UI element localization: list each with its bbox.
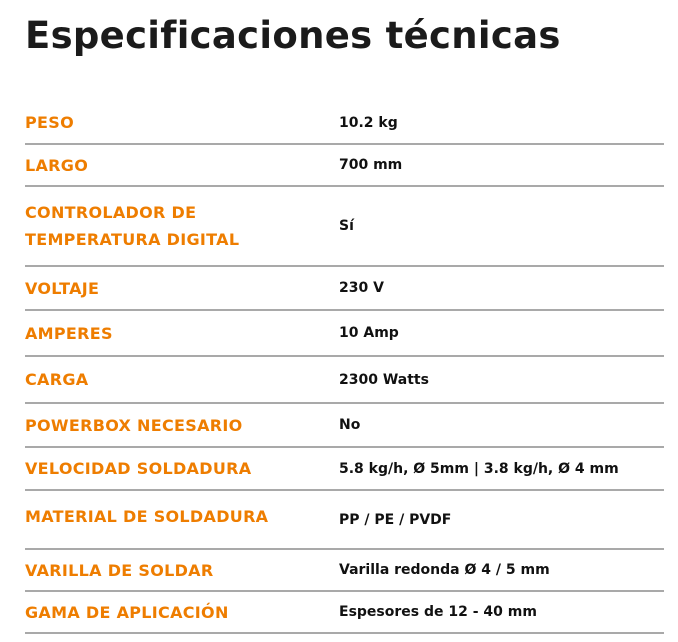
page-title: Especificaciones técnicas bbox=[25, 14, 561, 57]
spec-value: 10.2 kg bbox=[339, 114, 398, 131]
spec-row: GAMA DE APLICACIÓN Espesores de 12 - 40 m… bbox=[25, 592, 664, 634]
spec-value: 700 mm bbox=[339, 157, 403, 173]
spec-label: GAMA DE APLICACIÓN bbox=[25, 602, 229, 622]
spec-row: AMPERES 10 Amp bbox=[25, 311, 664, 357]
spec-label: VELOCIDAD SOLDADURA bbox=[25, 459, 252, 478]
spec-value: 5.8 kg/h, Ø 5mm | 3.8 kg/h, Ø 4 mm bbox=[339, 460, 619, 477]
spec-row: LARGO 700 mm bbox=[25, 145, 664, 187]
spec-value: PP / PE / PVDF bbox=[339, 511, 452, 528]
spec-row: PESO 10.2 kg bbox=[25, 102, 664, 145]
spec-row: VELOCIDAD SOLDADURA 5.8 kg/h, Ø 5mm | 3.8… bbox=[25, 448, 664, 491]
spec-value: 2300 Watts bbox=[339, 371, 429, 388]
spec-row: POWERBOX NECESARIO No bbox=[25, 404, 664, 448]
spec-label: CONTROLADOR DE TEMPERATURA DIGITAL bbox=[25, 203, 240, 249]
spec-row: VOLTAJE 230 V bbox=[25, 267, 664, 311]
spec-label: MATERIAL DE SOLDADURA bbox=[25, 507, 269, 526]
spec-row: MATERIAL DE SOLDADURA PP / PE / PVDF bbox=[25, 491, 664, 550]
spec-row: VARILLA DE SOLDAR Varilla redonda Ø 4 / 5… bbox=[25, 550, 664, 592]
spec-value: Espesores de 12 - 40 mm bbox=[339, 604, 537, 620]
spec-row: CARGA 2300 Watts bbox=[25, 357, 664, 404]
spec-label: POWERBOX NECESARIO bbox=[25, 415, 243, 435]
spec-label: AMPERES bbox=[25, 323, 113, 343]
spec-label: PESO bbox=[25, 113, 74, 132]
spec-row: CONTROLADOR DE TEMPERATURA DIGITAL Sí bbox=[25, 187, 664, 267]
spec-value: No bbox=[339, 417, 361, 433]
spec-value: Sí bbox=[339, 218, 354, 234]
spec-value: 230 V bbox=[339, 280, 384, 296]
spec-label: LARGO bbox=[25, 155, 89, 175]
spec-label: CARGA bbox=[25, 370, 89, 389]
specs-table: PESO 10.2 kg LARGO 700 mm CONTROLADOR DE T… bbox=[25, 102, 664, 634]
spec-label: VARILLA DE SOLDAR bbox=[25, 560, 214, 580]
spec-label: VOLTAJE bbox=[25, 278, 100, 298]
spec-value: Varilla redonda Ø 4 / 5 mm bbox=[339, 562, 550, 578]
spec-value: 10 Amp bbox=[339, 325, 399, 341]
